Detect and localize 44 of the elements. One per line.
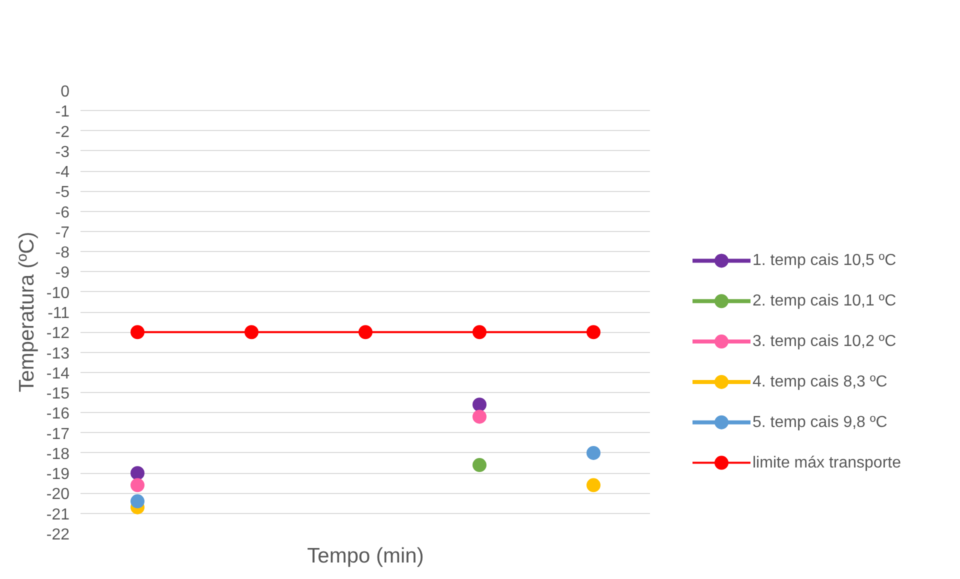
y-tick-label: -11 bbox=[48, 305, 70, 322]
y-tick-label: -4 bbox=[55, 164, 70, 182]
point bbox=[358, 325, 372, 340]
y-tick-label: -14 bbox=[46, 365, 70, 382]
point bbox=[586, 325, 600, 340]
y-tick-label: -5 bbox=[55, 184, 70, 202]
point bbox=[472, 410, 486, 424]
legend-label: 3. temp cais 10,2 ºC bbox=[752, 333, 896, 350]
y-tick-label: -1 bbox=[55, 104, 70, 121]
y-tick-label: -12 bbox=[46, 325, 70, 342]
point bbox=[130, 466, 144, 480]
y-tick-label: -15 bbox=[46, 386, 70, 403]
y-axis-title: Temperatura (ºC) bbox=[15, 232, 38, 392]
point bbox=[586, 446, 600, 460]
point bbox=[130, 325, 144, 340]
y-tick-label: -22 bbox=[46, 526, 70, 544]
y-tick-label: -9 bbox=[55, 264, 70, 282]
y-tick-label: -10 bbox=[46, 284, 70, 302]
y-tick-label: -3 bbox=[55, 144, 70, 161]
point bbox=[130, 494, 144, 508]
legend-label: 1. temp cais 10,5 ºC bbox=[752, 252, 896, 270]
point bbox=[472, 458, 486, 472]
y-tick-label: -16 bbox=[46, 406, 70, 423]
y-tick-label: -18 bbox=[46, 446, 70, 463]
point bbox=[586, 478, 600, 492]
legend-label: limite máx transporte bbox=[752, 454, 902, 472]
y-tick-label: 0 bbox=[60, 84, 70, 100]
point bbox=[244, 325, 258, 340]
y-tick-label: -21 bbox=[46, 506, 70, 524]
point bbox=[472, 325, 486, 340]
y-tick-label: -8 bbox=[55, 244, 70, 262]
y-tick-label: -19 bbox=[46, 466, 70, 484]
point bbox=[130, 478, 144, 492]
legend-label: 5. temp cais 9,8 ºC bbox=[752, 414, 888, 431]
y-tick-label: -17 bbox=[46, 426, 70, 443]
legend-label: 4. temp cais 8,3 ºC bbox=[752, 373, 888, 390]
y-tick-label: -2 bbox=[55, 124, 70, 141]
y-tick-label: -7 bbox=[55, 224, 70, 242]
y-tick-label: -13 bbox=[46, 345, 70, 362]
y-tick-label: -6 bbox=[55, 204, 70, 222]
legend-label: 2. temp cais 10,1 ºC bbox=[752, 292, 896, 310]
point bbox=[472, 398, 486, 412]
x-axis-title: Tempo (min) bbox=[307, 544, 424, 568]
y-tick-label: -20 bbox=[46, 486, 70, 504]
